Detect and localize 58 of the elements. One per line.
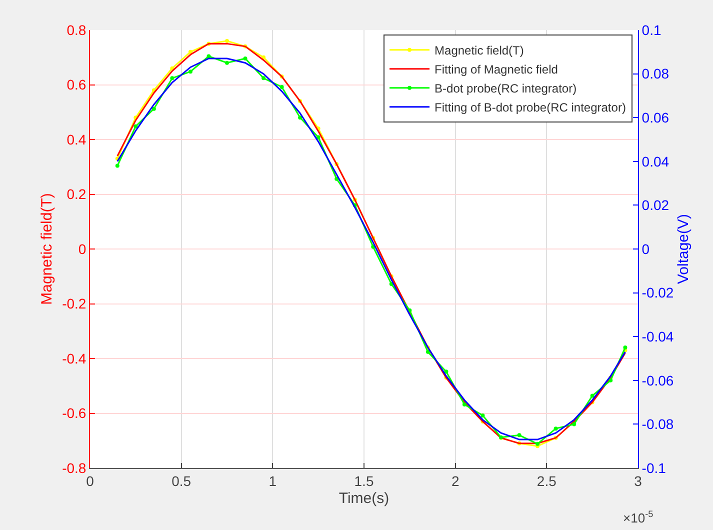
legend-label: B-dot probe(RC integrator) [434, 82, 577, 96]
y2-tick-label: 0 [642, 240, 650, 257]
y2-tick-label: -0.04 [642, 328, 674, 344]
x-tick-label: 2.5 [536, 472, 557, 489]
y-tick-label: 0.6 [66, 76, 86, 93]
point [316, 135, 320, 140]
point [554, 426, 558, 431]
point [590, 394, 594, 398]
y2-tick-label: 0.04 [642, 153, 670, 170]
y2-tick-label: 0.02 [642, 197, 670, 214]
point [188, 50, 192, 54]
y-tick-label: -0.2 [62, 296, 86, 312]
point [115, 164, 120, 168]
y-tick-label: 0.8 [66, 22, 86, 38]
point [572, 422, 576, 426]
y2-tick-label: 0.06 [642, 110, 670, 126]
point [188, 70, 192, 74]
y-tick-label: -0.8 [62, 460, 86, 476]
point [280, 84, 284, 89]
point [298, 116, 302, 120]
legend-label: Magnetic field(T) [434, 44, 524, 58]
y2-tick-label: -0.02 [642, 284, 674, 301]
x-tick-label: 2 [451, 472, 460, 489]
x-tick-label: 0.5 [172, 472, 192, 489]
point [225, 60, 229, 65]
point [480, 413, 485, 418]
point [262, 76, 266, 80]
x-axis-title: Time(s) [338, 490, 390, 507]
text: ×10$^{-5}$ [623, 509, 654, 526]
y-tick-label: -0.6 [62, 405, 86, 422]
point [426, 350, 430, 354]
x-tick-label: 1 [268, 472, 277, 489]
point [536, 442, 540, 446]
y2-tick-label: 0.1 [642, 22, 662, 38]
point [170, 76, 174, 80]
y2-tick-label: -0.06 [642, 372, 674, 388]
x-tick-label: 1.5 [354, 472, 374, 489]
point [225, 38, 229, 43]
point [608, 378, 613, 382]
legend-label: Fitting of Magnetic field [434, 62, 558, 77]
y-tick-label: 0.2 [66, 186, 86, 202]
point [623, 346, 628, 350]
point [243, 56, 248, 60]
point [444, 370, 448, 374]
y-tick-label: -0.4 [62, 350, 86, 366]
legend-label: Fitting of B-dot probe(RC integrator) [434, 100, 626, 115]
y2-tick-label: -0.1 [642, 460, 666, 476]
y-tick-label: 0.4 [66, 131, 86, 148]
y2-tick-label: 0.08 [642, 66, 670, 82]
y-axis-title: Magnetic field(T) [38, 193, 56, 305]
point [134, 124, 138, 128]
point [152, 106, 156, 111]
y2-tick-label: -0.08 [642, 416, 674, 432]
y-tick-label: 0 [78, 240, 86, 257]
point [334, 176, 339, 181]
point [517, 433, 522, 438]
x-tick-label: 3 [634, 472, 642, 489]
y2-axis-title: Voltage(V) [674, 214, 692, 284]
